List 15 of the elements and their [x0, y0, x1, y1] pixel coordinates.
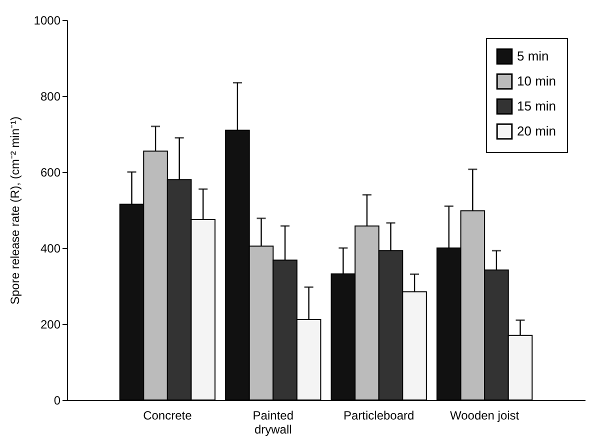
legend-label: 5 min — [517, 48, 549, 64]
y-tick-label: 800 — [40, 90, 61, 104]
y-tick-label: 0 — [54, 394, 61, 408]
legend-label: 10 min — [517, 74, 556, 88]
x-tick-label: Painted drywall — [252, 408, 294, 436]
y-tick-label: 1000 — [34, 14, 61, 28]
legend-label: 20 min — [517, 124, 556, 138]
legend-label: 15 min — [517, 98, 556, 114]
x-tick-label: Particleboard — [344, 408, 414, 422]
x-tick-label: Concrete — [143, 408, 192, 422]
x-tick-label: Wooden joist — [450, 408, 520, 422]
y-axis-title: Spore release rate (R), (cm⁻² min⁻¹) — [8, 116, 22, 305]
y-tick-label: 400 — [40, 242, 61, 256]
y-tick-label: 200 — [40, 318, 61, 332]
y-tick-label: 600 — [40, 166, 61, 180]
